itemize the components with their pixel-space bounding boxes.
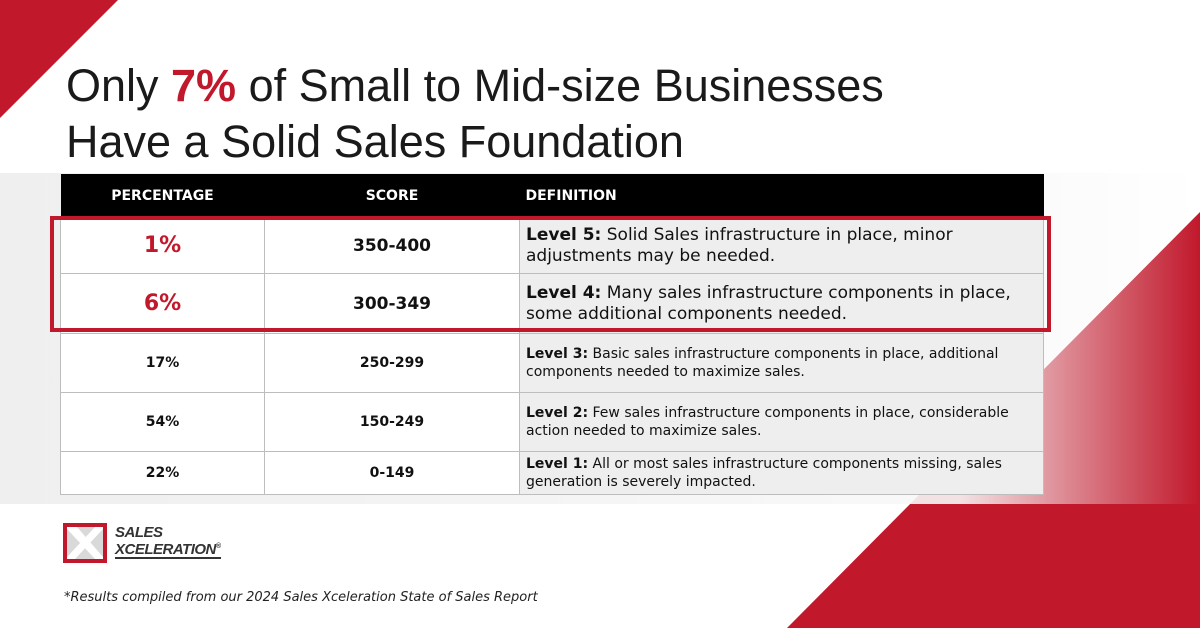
sales-xceleration-logo xyxy=(63,523,107,563)
row-score: 250-299 xyxy=(264,333,520,393)
logo-registered-mark: ® xyxy=(215,543,221,550)
header-score: SCORE xyxy=(264,174,520,218)
row-percentage: 6% xyxy=(60,273,265,334)
header-definition: DEFINITION xyxy=(519,174,1044,218)
row-definition-text: Few sales infrastructure components in p… xyxy=(526,405,1009,439)
top-levels-highlight-box xyxy=(50,216,1051,332)
table-header-row: PERCENTAGE SCORE DEFINITION xyxy=(60,174,1044,218)
footnote: *Results compiled from our 2024 Sales Xc… xyxy=(64,590,538,605)
table-row: 17% 250-299 Level 3: Basic sales infrast… xyxy=(60,333,1044,393)
logo-line2: XCELERATION® xyxy=(115,540,221,559)
title-line2: Have a Solid Sales Foundation xyxy=(66,116,684,167)
row-definition: Level 5: Solid Sales infrastructure in p… xyxy=(519,217,1044,274)
logo-wordmark: SALES XCELERATION® xyxy=(115,524,221,559)
title-line1-post: of Small to Mid-size Businesses xyxy=(236,60,884,111)
row-score: 0-149 xyxy=(264,451,520,495)
row-definition-text: Solid Sales infrastructure in place, min… xyxy=(526,224,953,266)
row-score: 350-400 xyxy=(264,217,520,274)
row-definition-text: Many sales infrastructure components in … xyxy=(526,282,1011,324)
row-score: 300-349 xyxy=(264,273,520,334)
row-percentage: 22% xyxy=(60,451,265,495)
logo-x-mark-icon xyxy=(63,523,107,563)
table-row: 22% 0-149 Level 1: All or most sales inf… xyxy=(60,451,1044,495)
row-level: Level 1: xyxy=(526,456,589,472)
logo-line1: SALES xyxy=(115,524,163,541)
top-left-red-triangle xyxy=(0,0,118,118)
row-percentage: 17% xyxy=(60,333,265,393)
row-definition-text: All or most sales infrastructure compone… xyxy=(526,456,1002,490)
row-score: 150-249 xyxy=(264,392,520,452)
row-definition: Level 1: All or most sales infrastructur… xyxy=(519,451,1044,495)
row-level: Level 3: xyxy=(526,346,589,362)
row-definition-text: Basic sales infrastructure components in… xyxy=(526,346,999,380)
title-highlight-percent: 7% xyxy=(171,60,237,111)
table-row: 54% 150-249 Level 2: Few sales infrastru… xyxy=(60,392,1044,452)
logo-line2-text: XCELERATION xyxy=(115,541,216,558)
sales-levels-table: PERCENTAGE SCORE DEFINITION 1% 350-400 L… xyxy=(60,174,1044,495)
header-percentage: PERCENTAGE xyxy=(60,174,265,218)
title-line1-pre: Only xyxy=(66,60,172,111)
row-level: Level 5: xyxy=(526,224,602,245)
row-level: Level 2: xyxy=(526,405,589,421)
page-title: Only 7% of Small to Mid-size Businesses … xyxy=(66,58,1066,170)
row-level: Level 4: xyxy=(526,282,602,303)
row-definition: Level 3: Basic sales infrastructure comp… xyxy=(519,333,1044,393)
row-definition: Level 2: Few sales infrastructure compon… xyxy=(519,392,1044,452)
row-percentage: 54% xyxy=(60,392,265,452)
